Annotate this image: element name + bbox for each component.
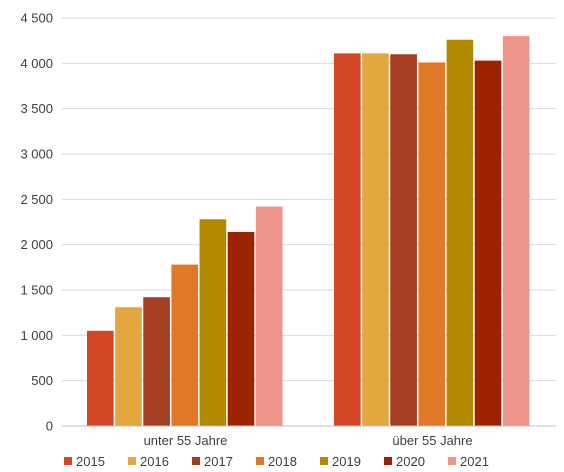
category-label: unter 55 Jahre (144, 433, 228, 448)
bar-2016-unter-55 (115, 307, 142, 426)
legend-label-2015: 2015 (76, 454, 105, 469)
legend-swatch-2019 (320, 457, 328, 465)
y-tick-label: 4 000 (20, 56, 53, 71)
legend-swatch-2016 (128, 457, 136, 465)
bar-2020-unter-55 (227, 231, 255, 426)
y-tick-label: 3 000 (20, 147, 53, 162)
legend-label-2018: 2018 (268, 454, 297, 469)
bar-2015-ueber-55 (334, 53, 361, 427)
y-tick-label: 1 000 (20, 328, 53, 343)
bar-2018-ueber-55 (418, 62, 446, 426)
y-tick-label: 2 000 (20, 237, 53, 252)
bar-2017-unter-55 (143, 297, 170, 426)
y-tick-label: 2 500 (20, 192, 53, 207)
y-tick-label: 3 500 (20, 101, 53, 116)
x-axis-category-labels: unter 55 Jahre über 55 Jahre (144, 433, 473, 448)
bar-2020-ueber-55 (474, 60, 502, 426)
legend-label-2016: 2016 (140, 454, 169, 469)
bars (87, 36, 530, 427)
legend-label-2021: 2021 (460, 454, 489, 469)
y-tick-label: 500 (31, 373, 53, 388)
category-label: über 55 Jahre (392, 433, 472, 448)
legend-swatch-2020 (384, 457, 392, 465)
y-axis-tick-labels: 0 500 1 000 1 500 2 000 2 500 3 000 3 500 4 000 4… (20, 11, 53, 434)
legend-label-2019: 2019 (332, 454, 361, 469)
legend-swatch-2018 (256, 457, 264, 465)
legend-swatch-2017 (192, 457, 200, 465)
bar-2018-unter-55 (171, 264, 199, 426)
bar-2021-unter-55 (255, 206, 283, 426)
bar-2016-ueber-55 (362, 53, 389, 427)
legend-label-2020: 2020 (396, 454, 425, 469)
legend: 2015 2016 2017 2018 2019 2020 2021 (64, 454, 489, 469)
bar-2021-ueber-55 (502, 36, 530, 427)
y-tick-label: 4 500 (20, 11, 53, 26)
bar-2017-ueber-55 (390, 54, 417, 427)
y-tick-label: 1 500 (20, 283, 53, 298)
bar-2015-unter-55 (87, 330, 114, 426)
bar-2019-unter-55 (199, 219, 227, 426)
legend-swatch-2015 (64, 457, 72, 465)
y-tick-label: 0 (46, 419, 53, 434)
legend-label-2017: 2017 (204, 454, 233, 469)
legend-swatch-2021 (448, 457, 456, 465)
bar-2019-ueber-55 (446, 39, 474, 426)
